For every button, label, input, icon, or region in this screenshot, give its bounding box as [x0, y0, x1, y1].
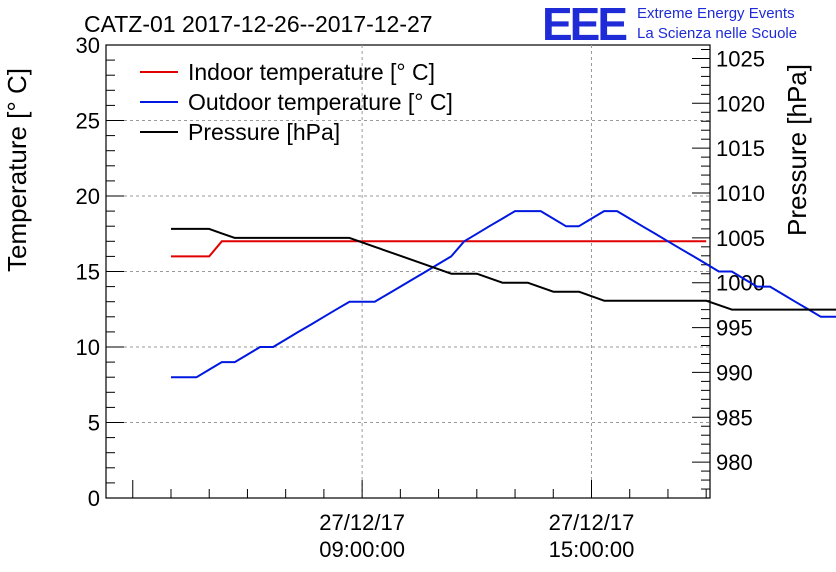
- legend-label-pressure: Pressure [hPa]: [188, 119, 340, 145]
- left-tick-label: 20: [76, 184, 100, 209]
- right-tick-label: 1000: [716, 271, 765, 296]
- chart-title: CATZ-01 2017-12-26--2017-12-27: [84, 11, 433, 37]
- grid-lines: [106, 45, 710, 498]
- series-line-indoor: [171, 240, 707, 258]
- left-axis-title: Temperature [° C]: [2, 68, 32, 272]
- left-tick-label: 10: [76, 335, 100, 360]
- right-tick-label: 985: [716, 405, 753, 430]
- x-tick-label-date: 27/12/17: [319, 510, 405, 535]
- left-tick-label: 5: [88, 411, 100, 436]
- left-tick-label: 0: [88, 486, 100, 511]
- right-tick-label: 980: [716, 450, 753, 475]
- left-tick-label: 15: [76, 260, 100, 285]
- right-axis: 980 985 990 995 1000 1005 1010 1015 1020 1025: [692, 46, 765, 490]
- right-tick-label: 1010: [716, 181, 765, 206]
- right-tick-label: 1020: [716, 91, 765, 116]
- right-tick-label: 995: [716, 316, 753, 341]
- legend: Indoor temperature [° C] Outdoor tempera…: [140, 59, 453, 145]
- right-tick-label: 1025: [716, 46, 765, 71]
- legend-label-outdoor: Outdoor temperature [° C]: [188, 89, 453, 115]
- series-line-outdoor: [171, 210, 836, 379]
- legend-label-indoor: Indoor temperature [° C]: [188, 59, 435, 85]
- left-axis: 0 5 10 15 20 25 30: [76, 33, 124, 511]
- right-tick-label: 990: [716, 360, 753, 385]
- x-tick-label-time: 15:00:00: [549, 537, 635, 562]
- left-tick-label: 30: [76, 33, 100, 58]
- eee-logo: EEE Extreme Energy Events La Scienza nel…: [542, 0, 797, 50]
- x-tick-label-date: 27/12/17: [549, 510, 635, 535]
- right-tick-label: 1005: [716, 226, 765, 251]
- series-line-pressure: [171, 227, 836, 311]
- series-layer: [171, 210, 836, 379]
- eee-logo-line2: La Scienza nelle Scuole: [637, 25, 797, 42]
- eee-logo-mark: EEE: [542, 0, 626, 50]
- left-tick-label: 25: [76, 109, 100, 134]
- right-tick-label: 1015: [716, 136, 765, 161]
- x-tick-label-time: 09:00:00: [319, 537, 405, 562]
- right-axis-title: Pressure [hPa]: [782, 64, 812, 236]
- eee-logo-line1: Extreme Energy Events: [637, 5, 795, 22]
